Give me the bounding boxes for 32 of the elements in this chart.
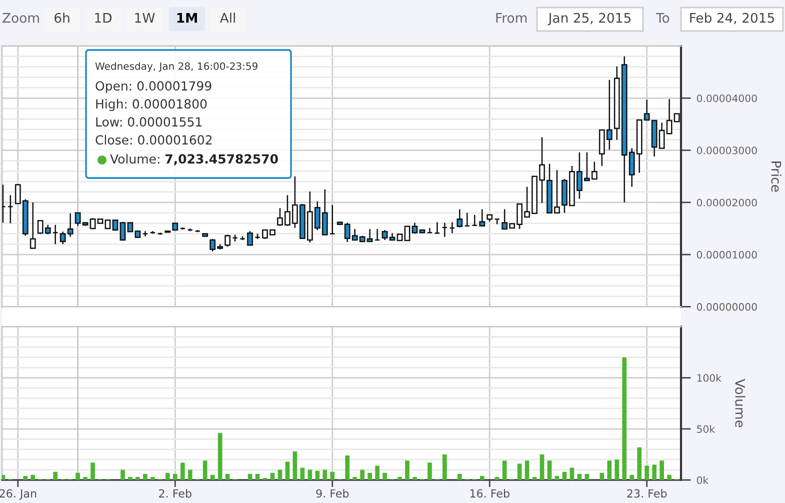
y-tick-label: 0.00003000	[696, 146, 757, 154]
y-tick-label: 0.00000000	[696, 303, 757, 311]
y-tick-label: 100k	[697, 374, 722, 382]
y-tick-label: 0k	[696, 476, 709, 484]
annotation: Open: 0.00001799	[96, 81, 212, 94]
x-tick-label: 9. Feb	[316, 489, 349, 498]
text: Feb 24, 2015	[690, 12, 774, 24]
annotation: High: 0.00001800	[96, 98, 207, 112]
y-tick-label: 0.00002000	[696, 198, 757, 206]
x-tick-label: 23. Feb	[627, 489, 667, 498]
y-axis-title: Price	[771, 162, 782, 192]
text: All	[220, 12, 235, 23]
x-tick-label: 26. Jan	[0, 489, 36, 500]
y-tick-label: 50k	[697, 425, 716, 433]
text: To	[656, 13, 670, 23]
annotation: Low: 0.00001551	[96, 117, 202, 127]
text: From	[496, 13, 527, 23]
text: 1W	[135, 13, 155, 23]
x-tick-label: 2. Feb	[159, 489, 192, 498]
text: Zoom	[2, 13, 39, 23]
annotation: Wednesday, Jan 28, 16:00-23:59	[95, 62, 258, 72]
annotation: Close: 0.00001602	[96, 134, 212, 145]
annotation: Volume:	[110, 154, 160, 164]
y-tick-label: 0.00001000	[696, 250, 757, 259]
text: 1M	[177, 13, 197, 23]
text: 6h	[54, 12, 70, 23]
y-tick-label: 0.00004000	[696, 94, 757, 102]
text: 1D	[95, 13, 112, 23]
text: Jan 25, 2015	[548, 12, 630, 26]
annotation: 7,023.45782570	[165, 154, 278, 166]
x-tick-label: 16. Feb	[470, 489, 510, 498]
y-axis-title: Volume	[735, 378, 746, 428]
